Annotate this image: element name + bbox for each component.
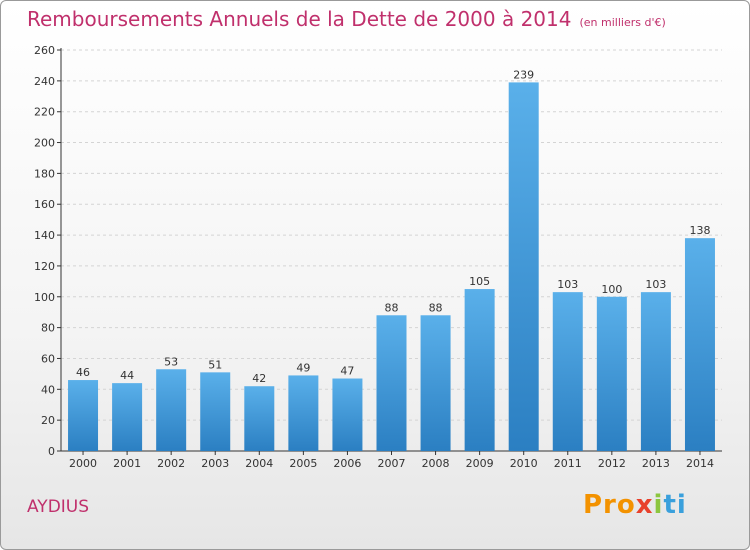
logo-part: Pro bbox=[583, 490, 636, 520]
bar bbox=[288, 375, 319, 451]
logo-part: x bbox=[635, 490, 654, 520]
x-tick-label: 2000 bbox=[69, 457, 97, 470]
bar bbox=[420, 315, 451, 451]
bar bbox=[464, 289, 495, 451]
y-tick-label: 40 bbox=[41, 383, 55, 396]
x-tick-label: 2011 bbox=[554, 457, 582, 470]
bar-value-label: 103 bbox=[557, 278, 578, 291]
y-tick-label: 160 bbox=[34, 198, 55, 211]
bar bbox=[376, 315, 407, 451]
bar-value-label: 44 bbox=[120, 369, 134, 382]
bar bbox=[112, 383, 143, 451]
bar-value-label: 138 bbox=[689, 224, 710, 237]
bar bbox=[244, 386, 275, 451]
x-tick-label: 2005 bbox=[289, 457, 317, 470]
x-tick-label: 2008 bbox=[422, 457, 450, 470]
x-tick-label: 2007 bbox=[378, 457, 406, 470]
y-tick-label: 60 bbox=[41, 352, 55, 365]
logo-part: i bbox=[653, 490, 664, 520]
y-tick-label: 260 bbox=[34, 44, 55, 57]
x-tick-label: 2002 bbox=[157, 457, 185, 470]
proxiti-logo[interactable]: Proxiti bbox=[583, 490, 687, 520]
x-tick-label: 2004 bbox=[245, 457, 273, 470]
y-tick-label: 0 bbox=[48, 445, 55, 458]
bar-value-label: 239 bbox=[513, 68, 534, 81]
y-tick-label: 200 bbox=[34, 137, 55, 150]
commune-name: AYDIUS bbox=[27, 497, 90, 517]
bar-value-label: 42 bbox=[252, 372, 266, 385]
y-tick-label: 140 bbox=[34, 229, 55, 242]
bar-value-label: 88 bbox=[385, 301, 399, 314]
chart-unit: (en milliers d'€) bbox=[579, 16, 666, 29]
x-tick-label: 2012 bbox=[598, 457, 626, 470]
bar-value-label: 46 bbox=[76, 366, 90, 379]
bar-value-label: 103 bbox=[645, 278, 666, 291]
y-tick-label: 120 bbox=[34, 260, 55, 273]
x-tick-label: 2003 bbox=[201, 457, 229, 470]
x-tick-label: 2006 bbox=[333, 457, 361, 470]
x-tick-label: 2009 bbox=[466, 457, 494, 470]
x-tick-label: 2001 bbox=[113, 457, 141, 470]
bar-value-label: 53 bbox=[164, 355, 178, 368]
x-tick-label: 2010 bbox=[510, 457, 538, 470]
bar-value-label: 88 bbox=[429, 301, 443, 314]
bar-value-label: 49 bbox=[296, 361, 310, 374]
logo-part: ti bbox=[663, 490, 687, 520]
y-tick-label: 100 bbox=[34, 291, 55, 304]
bar bbox=[156, 369, 187, 451]
bar bbox=[68, 380, 99, 451]
y-tick-label: 220 bbox=[34, 106, 55, 119]
bar-value-label: 100 bbox=[601, 283, 622, 296]
x-tick-label: 2013 bbox=[642, 457, 670, 470]
bar-value-label: 105 bbox=[469, 275, 490, 288]
y-tick-label: 80 bbox=[41, 322, 55, 335]
chart-title: Remboursements Annuels de la Dette de 20… bbox=[27, 7, 666, 31]
bar-chart: 0 20 40 60 80 100 120 140 160 180 200 220 240 260 46 20… bbox=[34, 44, 722, 470]
bar bbox=[332, 378, 363, 451]
y-tick-label: 240 bbox=[34, 75, 55, 88]
y-tick-label: 180 bbox=[34, 167, 55, 180]
bar bbox=[684, 238, 715, 451]
y-tick-label: 20 bbox=[41, 414, 55, 427]
bar bbox=[552, 292, 583, 451]
bar-value-label: 47 bbox=[340, 365, 354, 378]
bar bbox=[596, 296, 627, 451]
x-tick-label: 2014 bbox=[686, 457, 714, 470]
bar-value-label: 51 bbox=[208, 358, 222, 371]
bar bbox=[200, 372, 231, 451]
bar bbox=[640, 292, 671, 451]
bar bbox=[508, 82, 539, 451]
chart-title-text: Remboursements Annuels de la Dette de 20… bbox=[27, 7, 572, 31]
